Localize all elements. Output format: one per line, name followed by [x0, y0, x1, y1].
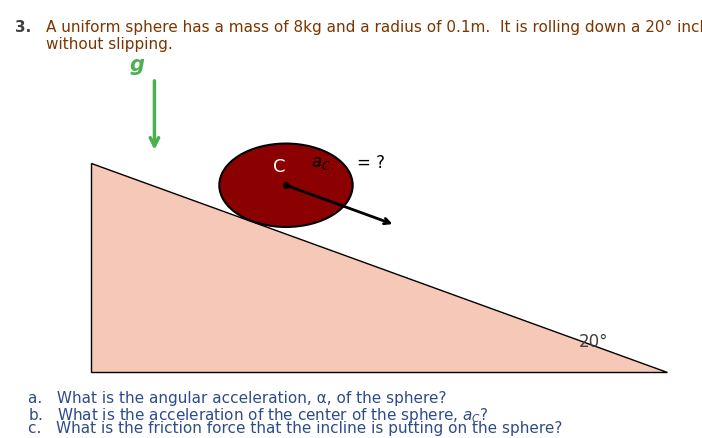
- Text: 3.: 3.: [15, 20, 32, 35]
- Text: A uniform sphere has a mass of 8kg and a radius of 0.1m.  It is rolling down a 2: A uniform sphere has a mass of 8kg and a…: [46, 20, 702, 35]
- Polygon shape: [91, 163, 667, 372]
- Text: b.   What is the acceleration of the center of the sphere, $a_C$?: b. What is the acceleration of the cente…: [28, 405, 489, 424]
- Text: = ?: = ?: [357, 153, 385, 171]
- Text: $a_C$: $a_C$: [311, 153, 331, 171]
- Circle shape: [219, 144, 352, 227]
- Text: 20°: 20°: [578, 332, 608, 351]
- Text: c.   What is the friction force that the incline is putting on the sphere?: c. What is the friction force that the i…: [28, 420, 562, 435]
- Text: a.   What is the angular acceleration, α, of the sphere?: a. What is the angular acceleration, α, …: [28, 390, 446, 405]
- Text: C: C: [272, 158, 285, 176]
- Text: g: g: [129, 54, 145, 74]
- Text: without slipping.: without slipping.: [46, 37, 173, 52]
